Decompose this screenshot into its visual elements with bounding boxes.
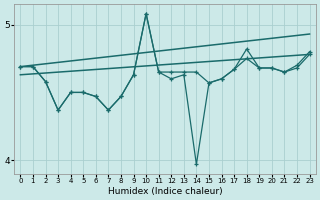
X-axis label: Humidex (Indice chaleur): Humidex (Indice chaleur) [108,187,222,196]
